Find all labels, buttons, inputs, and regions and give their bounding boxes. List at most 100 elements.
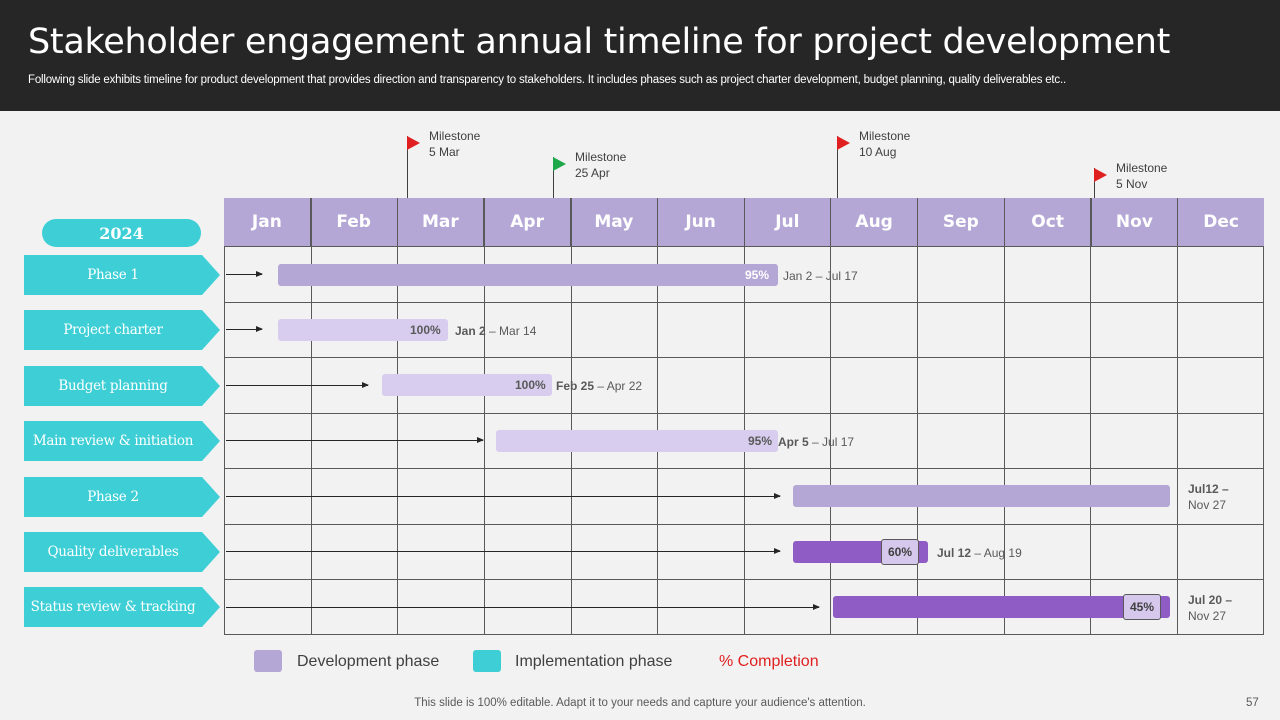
date-range: Feb 25 – Apr 22 (556, 378, 642, 394)
row-label-text: Quality deliverables (47, 544, 179, 560)
gantt-bar-phase-1 (278, 264, 778, 286)
arrow-right-icon (226, 271, 263, 277)
date-end: Nov 27 (1188, 609, 1227, 623)
grid-line (571, 198, 572, 635)
row-label-status-review: Status review & tracking (24, 587, 220, 627)
date-range: Jan 2 – Mar 14 (455, 323, 536, 339)
milestone-label: Milestone (575, 150, 627, 164)
grid-line (224, 468, 1264, 469)
milestone-1: Milestone 5 Mar (429, 128, 480, 160)
grid-line (224, 302, 1264, 303)
completion-label: 95% (748, 434, 773, 448)
date-start: Jan 2 (455, 324, 486, 338)
month-jul: Jul (745, 198, 832, 246)
date-start: Jul 20 – (1188, 593, 1233, 607)
milestone-date: 25 Apr (575, 166, 610, 180)
grid-line (484, 198, 485, 635)
milestone-pole (553, 157, 554, 198)
gantt-bar-main-review (496, 430, 778, 452)
grid-line (224, 524, 1264, 525)
milestone-date: 5 Mar (429, 145, 460, 159)
page-title: Stakeholder engagement annual timeline f… (28, 22, 1171, 62)
month-oct: Oct (1005, 198, 1092, 246)
gantt-bar-phase-2 (793, 485, 1170, 507)
milestone-label: Milestone (429, 129, 481, 143)
arrow-right-icon (226, 493, 781, 499)
legend-implementation: Implementation phase (515, 653, 673, 670)
chevron-shape (24, 532, 220, 572)
month-sep: Sep (918, 198, 1005, 246)
legend-completion: % Completion (719, 653, 819, 670)
month-jan: Jan (224, 198, 311, 246)
completion-label: 100% (515, 378, 546, 392)
milestone-4: Milestone 5 Nov (1116, 160, 1167, 192)
milestone-pole (407, 136, 408, 198)
legend-swatch-development (254, 650, 282, 672)
arrow-right-icon (226, 437, 484, 443)
row-label-text: Project charter (63, 322, 163, 338)
date-range: Jan 2 – Jul 17 (783, 268, 858, 284)
year-badge: 2024 (42, 219, 201, 247)
completion-label: 95% (745, 268, 770, 282)
page-subtitle: Following slide exhibits timeline for pr… (28, 74, 1066, 86)
grid-line (224, 357, 1264, 358)
row-label-text: Phase 2 (87, 489, 139, 505)
grid-line (657, 198, 658, 635)
month-dec: Dec (1203, 212, 1239, 232)
milestone-3: Milestone 10 Aug (859, 128, 910, 160)
arrow-right-icon (226, 604, 820, 610)
completion-label: 100% (410, 323, 441, 337)
chevron-shape (24, 366, 220, 406)
row-label-budget-planning: Budget planning (24, 366, 220, 406)
arrow-right-icon (226, 382, 369, 388)
flag-icon (407, 136, 421, 152)
grid-line (311, 198, 312, 635)
date-range: Apr 5 – Jul 17 (778, 434, 854, 450)
chevron-shape (24, 587, 220, 627)
grid-line (224, 413, 1264, 414)
chevron-shape (24, 477, 220, 517)
milestone-date: 5 Nov (1116, 177, 1148, 191)
date-range: Jul 12 – Aug 19 (937, 545, 1022, 561)
month-may: May (571, 198, 658, 246)
arrow-right-icon (226, 326, 263, 332)
month-apr: Apr (484, 198, 571, 246)
date-range: Jul12 – Nov 27 (1188, 481, 1229, 513)
milestone-date: 10 Aug (859, 145, 897, 159)
row-label-phase-2: Phase 2 (24, 477, 220, 517)
date-end: – Mar 14 (485, 324, 537, 338)
chevron-shape (24, 310, 220, 350)
row-label-text: Phase 1 (87, 267, 139, 283)
date-start: Jul 12 (937, 546, 972, 560)
grid-line (917, 198, 918, 635)
milestone-label: Milestone (859, 129, 911, 143)
page-number: 57 (1246, 697, 1259, 709)
grid-line (1004, 198, 1005, 635)
month-mar: Mar (398, 198, 485, 246)
date-end: – Apr 22 (594, 379, 643, 393)
footer-note: This slide is 100% editable. Adapt it to… (414, 697, 866, 709)
grid-line (744, 198, 745, 635)
grid-line (830, 198, 831, 635)
flag-icon (837, 136, 851, 152)
month-aug: Aug (831, 198, 918, 246)
row-label-text: Budget planning (58, 378, 168, 394)
date-start: Apr 5 (778, 435, 809, 449)
date-end: Nov 27 (1188, 498, 1227, 512)
grid-line (1090, 198, 1091, 635)
milestone-pole (1094, 168, 1095, 198)
row-label-text: Status review & tracking (30, 599, 196, 615)
chevron-shape (24, 255, 220, 295)
row-label-quality-deliverables: Quality deliverables (24, 532, 220, 572)
gantt-bar-project-charter (278, 319, 448, 341)
legend-development: Development phase (297, 653, 440, 670)
milestone-pole (837, 136, 838, 198)
row-label-main-review: Main review & initiation (24, 421, 220, 461)
flag-icon (1094, 168, 1108, 184)
completion-badge: 45% (1123, 594, 1161, 620)
milestone-2: Milestone 25 Apr (575, 149, 626, 181)
chevron-shape (24, 421, 220, 461)
grid-line (397, 198, 398, 635)
month-jun: Jun (658, 198, 745, 246)
flag-icon (553, 157, 567, 173)
